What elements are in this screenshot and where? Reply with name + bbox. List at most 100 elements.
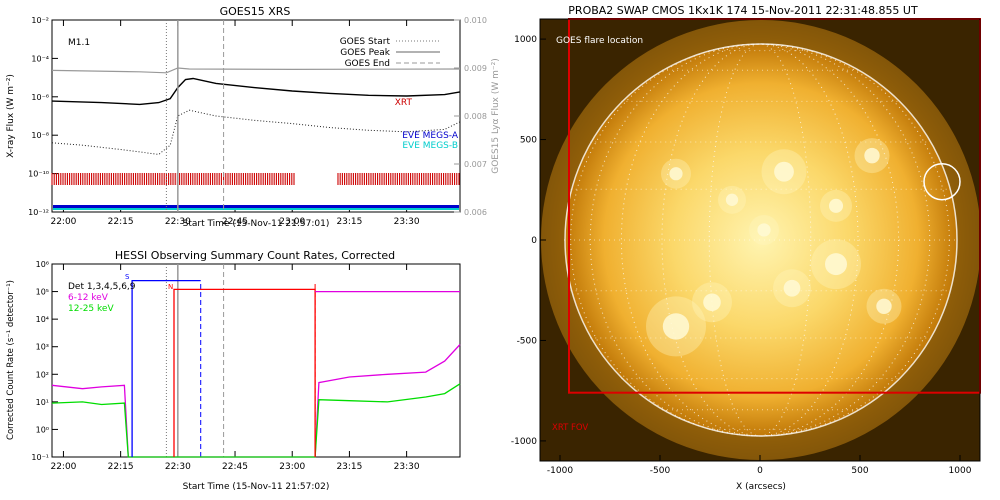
goes-ytick-label: 10⁻⁴ — [31, 54, 49, 63]
swap-xlabel: X (arcsecs) — [736, 482, 786, 492]
active-region-halo — [661, 158, 691, 189]
legend-det: Det 1,3,4,5,6,9 — [68, 282, 136, 292]
goes-series — [51, 67, 461, 155]
goes-flux-line — [51, 77, 461, 106]
hessi-ytick-label: 10⁶ — [36, 260, 49, 269]
active-region — [828, 198, 844, 213]
active-region-halo — [866, 288, 902, 324]
hessi-xtick-label: 22:30 — [165, 462, 191, 472]
active-region-halo — [749, 214, 779, 245]
goes-ylabel: X-ray Flux (W m⁻²) — [6, 74, 16, 158]
heliographic-grid — [564, 43, 956, 437]
active-region-halo — [692, 282, 732, 323]
marker-n: N — [168, 283, 173, 291]
hessi-xtick-label: 22:00 — [50, 462, 76, 472]
swap-xtick-label: 500 — [851, 466, 868, 476]
active-region — [757, 223, 771, 237]
hessi-ytick-label: 10⁻¹ — [31, 453, 49, 462]
active-region — [825, 253, 847, 276]
saa-line — [131, 279, 201, 457]
goes-axes: 22:00 22:15 22:30 22:45 23:00 23:15 23:30 10⁻¹²… — [28, 16, 487, 227]
goes-xtick-label: 23:00 — [279, 217, 305, 227]
active-region — [725, 193, 739, 206]
goes-xlabel: Start Time (15-Nov-11 21:57:01) — [183, 219, 330, 229]
swap-ytick-label: 0 — [531, 236, 537, 246]
hessi-ytick-label: 10³ — [36, 343, 49, 352]
goes-panel: GOES15 XRS X-ray Flux (W m⁻²) GOES15 Lyα… — [6, 5, 501, 229]
attenuator-line — [173, 288, 316, 457]
hessi-event-lines — [165, 264, 316, 457]
longitude-line — [661, 43, 859, 437]
legend-goes-end: GOES End — [345, 59, 390, 69]
hessi-series — [51, 279, 461, 458]
marker-s: S — [125, 273, 130, 281]
longitude-line — [589, 43, 931, 437]
hessi-ytick-label: 10² — [36, 370, 49, 379]
hessi-panel: HESSI Observing Summary Count Rates, Cor… — [6, 249, 461, 492]
goes-xtick-label: 22:30 — [165, 217, 191, 227]
active-region — [876, 298, 892, 314]
goes-xtick-label: 22:15 — [108, 217, 134, 227]
active-region — [669, 167, 683, 181]
label-xrt-fov: XRT FOV — [552, 423, 588, 433]
hessi-ytick-label: 10⁰ — [36, 425, 49, 434]
goes-ytick-label: 10⁻¹⁰ — [28, 170, 49, 179]
legend-goes-start: GOES Start — [340, 37, 391, 47]
label-xrt: XRT — [395, 98, 413, 108]
active-region-halo — [811, 239, 861, 290]
longitude-line — [589, 43, 931, 437]
active-region-halo — [854, 138, 890, 174]
swap-ytick-label: -500 — [517, 336, 538, 346]
goes-legend: GOES Start GOES Peak GOES End — [340, 37, 440, 69]
longitude-line — [570, 43, 950, 437]
goes-ytick-label: 10⁻⁸ — [31, 131, 49, 140]
goes-xtick-label: 23:30 — [394, 217, 420, 227]
longitude-line — [661, 43, 859, 437]
label-flare-location: GOES flare location — [556, 36, 643, 46]
megs-a-bar — [53, 205, 459, 208]
hessi-ytick-label: 10¹ — [36, 398, 49, 407]
active-region — [774, 161, 794, 182]
hessi-xtick-label: 23:00 — [279, 462, 305, 472]
active-region — [783, 279, 801, 297]
goes-ytick-label: 10⁻⁶ — [31, 93, 49, 102]
hessi-xtick-label: 22:15 — [108, 462, 134, 472]
goes-ytick-label: 10⁻¹² — [28, 208, 49, 217]
active-region-halo — [646, 296, 706, 357]
longitude-line — [570, 43, 950, 437]
goes-y2tick-label: 0.008 — [464, 112, 487, 121]
goes-y2tick-label: 0.010 — [464, 16, 487, 25]
hessi-axes: 22:00 22:15 22:30 22:45 23:00 23:15 23:30 10⁻¹ 1… — [31, 260, 419, 472]
hessi-plot-frame — [51, 263, 461, 458]
active-region — [662, 313, 690, 340]
swap-xtick-label: -1000 — [547, 466, 573, 476]
goes-observing-bars — [51, 173, 460, 210]
goes-y2tick-label: 0.007 — [464, 160, 487, 169]
swap-panel: PROBA2 SWAP CMOS 1Kx1K 174 15-Nov-2011 2… — [511, 4, 981, 492]
legend-6-12: 6-12 keV — [68, 293, 109, 303]
active-region-halo — [820, 189, 852, 222]
swap-xtick-label: 0 — [757, 466, 763, 476]
swap-ytick-label: 500 — [520, 136, 537, 146]
goes-y2tick-label: 0.006 — [464, 208, 487, 217]
label-megs-b: EVE MEGS-B — [402, 141, 458, 151]
active-region-halo — [773, 269, 811, 308]
hessi-xlabel: Start Time (15-Nov-11 21:57:02) — [183, 482, 330, 492]
goes-y2tick-label: 0.009 — [464, 64, 487, 73]
goes-xtick-label: 22:00 — [50, 217, 76, 227]
active-region — [703, 293, 721, 312]
sun-disk — [565, 44, 957, 436]
hessi-ytick-label: 10⁴ — [36, 315, 49, 324]
active-regions — [646, 138, 902, 357]
goes-xtick-label: 22:45 — [222, 217, 248, 227]
longitude-line — [708, 43, 812, 437]
active-region-halo — [761, 149, 807, 195]
legend-goes-peak: GOES Peak — [340, 48, 390, 58]
megs-b-bar — [53, 208, 459, 210]
swap-axes: -1000 -500 0 500 1000 -1000 -500 0 500 1000 — [511, 35, 972, 476]
lya-flux-line — [51, 67, 461, 74]
swap-ytick-label: -1000 — [511, 437, 537, 447]
hessi-xtick-label: 23:30 — [394, 462, 420, 472]
swap-title: PROBA2 SWAP CMOS 1Kx1K 174 15-Nov-2011 2… — [568, 4, 918, 17]
